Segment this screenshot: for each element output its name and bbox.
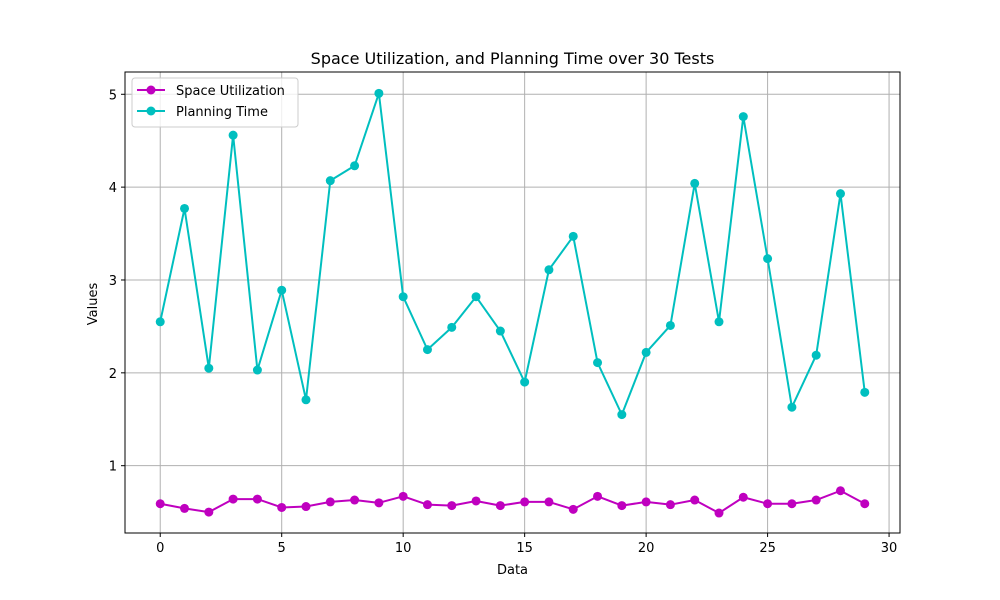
y-axis-label: Values [86,283,101,326]
data-point-planning-time [228,130,238,140]
x-tick-label: 25 [759,541,776,556]
series-line-planning-time [159,92,866,416]
data-point-space-utilization [374,498,384,508]
data-point-planning-time [277,285,287,295]
data-point-space-utilization [568,504,578,514]
data-point-space-utilization [495,501,505,511]
x-tick-label: 20 [638,541,655,556]
legend-box [131,77,299,128]
data-point-planning-time [568,231,578,241]
x-tick-label: 10 [395,541,412,556]
data-point-space-utilization [277,502,287,512]
x-tick-label: 15 [516,541,533,556]
legend: Space Utilization Planning Time [131,77,299,128]
data-point-space-utilization [204,507,214,517]
x-tick-label: 5 [278,541,286,556]
ticks: 0 5 10 15 20 25 30 1 2 3 4 5 [109,88,898,556]
data-point-space-utilization [617,501,627,511]
data-point-space-utilization [763,499,773,509]
data-point-planning-time [665,320,675,330]
data-point-space-utilization [180,503,190,513]
data-point-space-utilization [520,497,530,507]
data-point-planning-time [593,358,603,368]
data-point-planning-time [374,88,384,98]
data-point-planning-time [471,292,481,302]
data-point-space-utilization [301,502,311,512]
data-point-planning-time [641,347,651,357]
data-point-planning-time [835,189,845,199]
data-point-planning-time [252,365,262,375]
data-point-planning-time [398,292,408,302]
legend-label-space-utilization: Space Utilization [176,84,285,99]
data-point-space-utilization [544,497,554,507]
data-point-space-utilization [665,500,675,510]
data-point-planning-time [617,410,627,420]
data-point-planning-time [738,112,748,122]
chart-title: Space Utilization, and Planning Time ove… [311,49,715,68]
data-point-space-utilization [787,499,797,509]
x-tick-label: 30 [881,541,898,556]
legend-marker-planning-time [146,106,156,116]
data-point-space-utilization [738,492,748,502]
y-tick-label: 5 [109,88,117,103]
data-point-space-utilization [422,500,432,510]
data-point-space-utilization [252,494,262,504]
plot-frame [124,71,901,534]
x-tick-label: 0 [156,541,164,556]
data-point-planning-time [325,176,335,186]
data-point-planning-time [350,161,360,171]
data-point-space-utilization [835,486,845,496]
y-tick-label: 4 [109,181,117,196]
data-point-planning-time [155,317,165,327]
data-point-space-utilization [641,497,651,507]
data-point-planning-time [787,402,797,412]
data-point-planning-time [204,363,214,373]
y-tick-label: 3 [109,274,117,289]
data-point-planning-time [495,326,505,336]
data-point-space-utilization [860,499,870,509]
data-point-planning-time [422,345,432,355]
data-point-planning-time [301,395,311,405]
data-point-space-utilization [714,508,724,518]
data-point-planning-time [180,203,190,213]
data-point-space-utilization [155,499,165,509]
data-point-space-utilization [447,501,457,511]
data-point-planning-time [714,317,724,327]
data-point-planning-time [690,178,700,188]
y-tick-label: 2 [109,367,117,382]
data-point-planning-time [763,254,773,264]
data-point-space-utilization [228,494,238,504]
data-point-space-utilization [690,495,700,505]
legend-label-planning-time: Planning Time [176,105,268,120]
y-tick-label: 1 [109,460,117,475]
data-point-planning-time [544,265,554,275]
data-point-planning-time [860,387,870,397]
data-point-space-utilization [593,491,603,501]
data-point-space-utilization [398,491,408,501]
data-point-planning-time [811,350,821,360]
x-axis-label: Data [497,563,528,578]
series-layer [155,88,870,518]
data-point-planning-time [520,377,530,387]
data-point-space-utilization [471,496,481,506]
data-point-space-utilization [325,497,335,507]
legend-marker-space-utilization [146,85,156,95]
data-point-space-utilization [811,495,821,505]
data-point-space-utilization [350,495,360,505]
data-point-planning-time [447,322,457,332]
